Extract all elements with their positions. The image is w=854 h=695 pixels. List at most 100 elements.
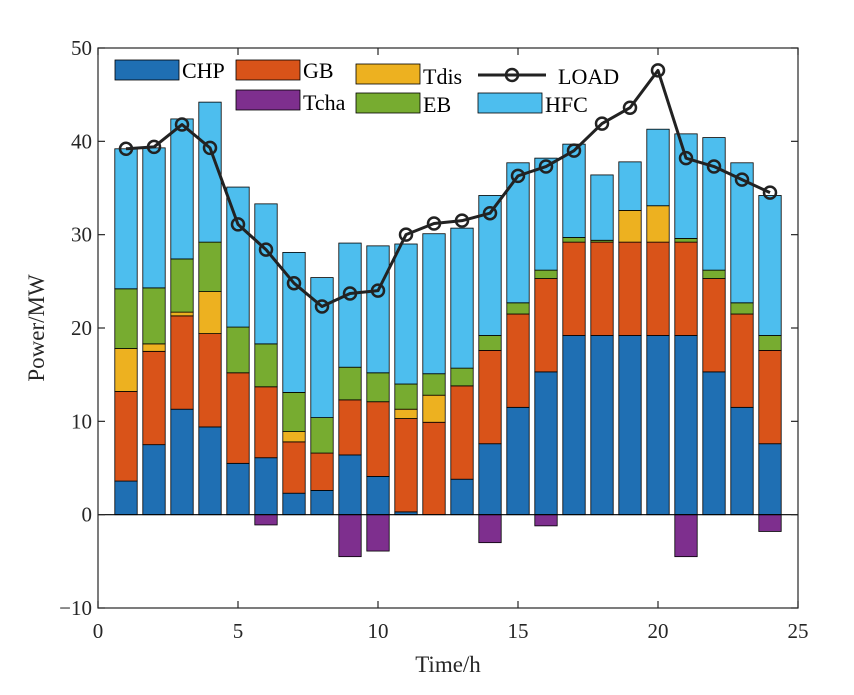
legend: CHP GB Tdis LOAD Tcha EB HFC: [114, 58, 619, 117]
bar-eb-t24: [758, 335, 782, 351]
bar-tcha-t24: [758, 514, 782, 532]
bar-hfc-t21: [674, 133, 698, 239]
legend-label-eb: EB: [423, 92, 451, 117]
bar-gb-t8: [310, 452, 334, 491]
bar-hfc-t23: [730, 162, 754, 304]
bar-eb-t7: [282, 391, 306, 432]
bar-chp-t24: [758, 443, 782, 516]
bar-hfc-t20: [646, 128, 670, 207]
bar-hfc-t11: [394, 243, 418, 385]
bar-hfc-t17: [562, 143, 586, 238]
bar-chp-t5: [226, 462, 250, 516]
bar-gb-t13: [450, 385, 474, 480]
load-point-t15: [510, 168, 526, 184]
bar-gb-t24: [758, 349, 782, 445]
bar-hfc-t13: [450, 227, 474, 369]
bar-tcha-t21: [674, 514, 698, 558]
bar-gb-t12: [422, 421, 446, 516]
legend-swatch-chp: [114, 59, 180, 81]
bar-hfc-t4: [198, 101, 222, 243]
load-point-t8: [314, 299, 330, 314]
bar-hfc-t8: [310, 277, 334, 419]
bar-chp-t23: [730, 406, 754, 516]
bar-hfc-t3: [170, 118, 194, 260]
load-point-t13: [454, 213, 470, 228]
bar-chp-t22: [702, 371, 726, 516]
bar-eb-t14: [478, 335, 502, 351]
x-tick-label: 10: [368, 619, 389, 643]
x-tick-label: 5: [233, 619, 244, 643]
bar-hfc-t22: [702, 137, 726, 271]
y-tick-label: 30: [71, 223, 92, 247]
bar-tdis-t2: [142, 343, 166, 352]
bar-gb-t3: [170, 315, 194, 410]
legend-swatch-gb: [235, 59, 301, 81]
bar-series-group: [114, 101, 782, 558]
bar-hfc-t10: [366, 245, 390, 374]
bar-eb-t11: [394, 383, 418, 410]
bar-hfc-t14: [478, 195, 502, 336]
load-point-t6: [258, 242, 274, 257]
load-point-t17: [566, 143, 582, 158]
load-point-t11: [398, 227, 414, 242]
bar-tdis-t1: [114, 348, 138, 392]
load-point-t24: [762, 185, 778, 200]
bar-eb-t21: [674, 237, 698, 243]
bar-hfc-t18: [590, 174, 614, 241]
bar-chp-t14: [478, 443, 502, 516]
bar-tdis-t7: [282, 431, 306, 443]
legend-label-load: LOAD: [558, 64, 619, 89]
bar-hfc-t2: [142, 147, 166, 289]
bar-eb-t1: [114, 288, 138, 349]
bar-gb-t21: [674, 241, 698, 336]
load-point-t19: [622, 100, 638, 115]
bar-gb-t10: [366, 401, 390, 477]
load-point-t16: [538, 159, 554, 174]
legend-label-tdis: Tdis: [423, 64, 462, 89]
load-point-t23: [734, 172, 750, 187]
bar-gb-t1: [114, 391, 138, 482]
bar-gb-t7: [282, 441, 306, 494]
legend-swatch-eb: [355, 92, 421, 114]
bar-hfc-t9: [338, 242, 362, 368]
load-point-t22: [706, 159, 722, 174]
bar-hfc-t15: [506, 162, 530, 304]
bar-eb-t13: [450, 367, 474, 387]
bar-tdis-t20: [646, 205, 670, 243]
load-point-t21: [678, 150, 694, 166]
bar-tdis-t3: [170, 311, 194, 317]
bar-eb-t5: [226, 326, 250, 374]
load-point-t5: [230, 217, 246, 232]
bar-hfc-t5: [226, 186, 250, 328]
bar-chp-t16: [534, 371, 558, 516]
bar-gb-t20: [646, 241, 670, 336]
bar-hfc-t12: [422, 233, 446, 375]
load-line: [125, 68, 771, 309]
bar-gb-t18: [590, 241, 614, 336]
bar-chp-t1: [114, 480, 138, 516]
bar-chp-t7: [282, 492, 306, 516]
load-point-t4: [202, 140, 218, 156]
x-tick-label: 20: [648, 619, 669, 643]
bar-eb-t3: [170, 258, 194, 313]
bar-hfc-t1: [114, 148, 138, 290]
y-tick-label: 0: [82, 503, 93, 527]
bar-gb-t15: [506, 313, 530, 408]
legend-label-chp: CHP: [182, 58, 225, 83]
bar-gb-t2: [142, 350, 166, 446]
bar-eb-t8: [310, 417, 334, 454]
legend-label-tcha: Tcha: [303, 90, 346, 115]
load-point-t18: [594, 116, 610, 131]
bar-hfc-t19: [618, 161, 642, 211]
bar-chp-t10: [366, 475, 390, 516]
bar-hfc-t16: [534, 157, 558, 271]
bar-tdis-t12: [422, 394, 446, 423]
bar-gb-t6: [254, 386, 278, 459]
bar-gb-t9: [338, 399, 362, 456]
load-point-t2: [146, 139, 162, 155]
bar-gb-t5: [226, 372, 250, 464]
y-tick-label: 40: [71, 129, 92, 153]
legend-swatch-tdis: [355, 63, 421, 85]
bar-tcha-t10: [366, 514, 390, 552]
